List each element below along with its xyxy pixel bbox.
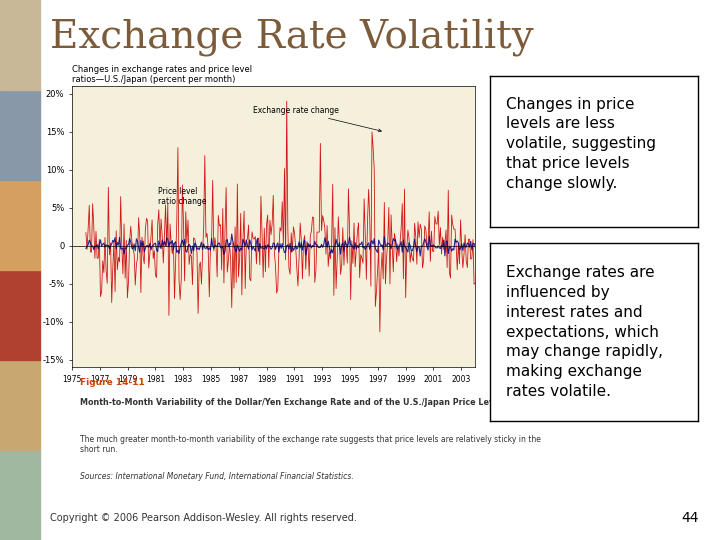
Text: Copyright © 2006 Pearson Addison-Wesley. All rights reserved.: Copyright © 2006 Pearson Addison-Wesley.…	[50, 514, 357, 523]
Text: Changes in price
levels are less
volatile, suggesting
that price levels
change s: Changes in price levels are less volatil…	[506, 97, 657, 191]
Bar	[0, 90, 40, 180]
Text: Changes in exchange rates and price level
ratios—U.S./Japan (percent per month): Changes in exchange rates and price leve…	[72, 65, 252, 84]
Text: Price level
ratio change: Price level ratio change	[158, 187, 207, 206]
Text: Figure 14-11: Figure 14-11	[80, 378, 145, 387]
Bar	[0, 180, 40, 270]
Text: Exchange Rate Volatility: Exchange Rate Volatility	[50, 19, 534, 57]
Bar	[0, 450, 40, 540]
Bar	[0, 360, 40, 450]
Text: 44: 44	[681, 511, 698, 525]
Text: Month-to-Month Variability of the Dollar/Yen Exchange Rate and of the U.S./Japan: Month-to-Month Variability of the Dollar…	[80, 397, 582, 407]
Text: Exchange rate change: Exchange rate change	[253, 106, 382, 132]
Bar	[0, 270, 40, 360]
Bar	[0, 0, 40, 90]
Text: Sources: International Monetary Fund, International Financial Statistics.: Sources: International Monetary Fund, In…	[80, 472, 354, 481]
Text: The much greater month-to-month variability of the exchange rate suggests that p: The much greater month-to-month variabil…	[80, 435, 541, 454]
Text: Exchange rates are
influenced by
interest rates and
expectations, which
may chan: Exchange rates are influenced by interes…	[506, 265, 663, 399]
